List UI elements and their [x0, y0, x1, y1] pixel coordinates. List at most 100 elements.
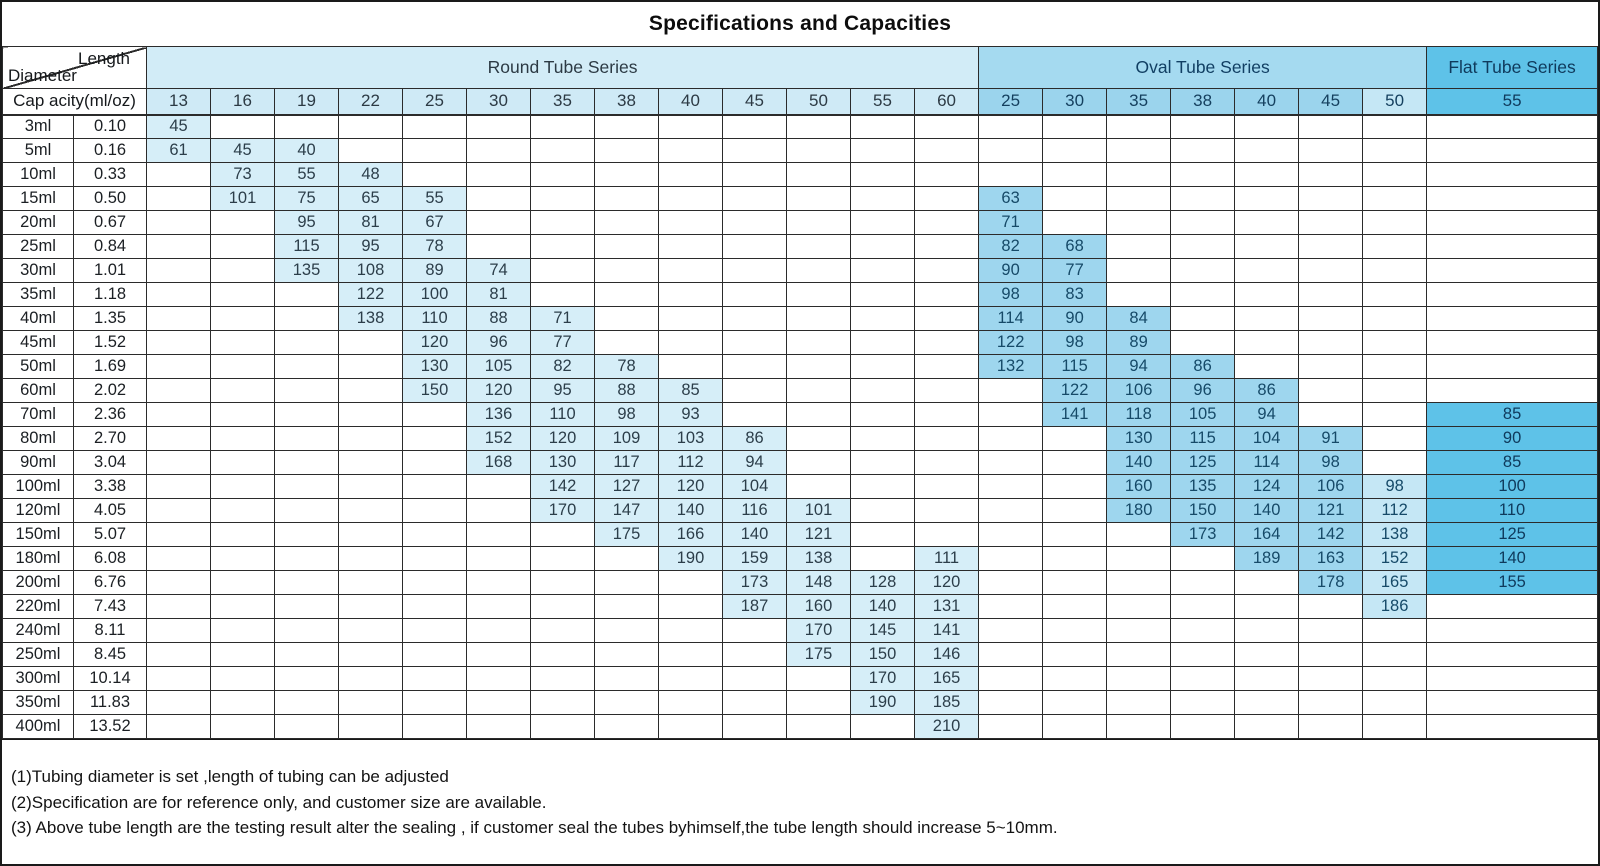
length-cell [146, 426, 211, 451]
length-cell [466, 666, 531, 691]
length-cell [786, 666, 851, 691]
length-cell [466, 546, 531, 571]
length-cell: 118 [1106, 402, 1172, 427]
length-cell [274, 426, 339, 451]
length-cell [466, 162, 531, 187]
length-cell [402, 114, 467, 139]
length-cell [722, 330, 787, 355]
length-cell: 45 [210, 138, 275, 163]
length-cell [530, 594, 595, 619]
length-cell [402, 522, 467, 547]
length-cell [274, 282, 339, 307]
length-cell [146, 714, 211, 739]
length-cell [402, 498, 467, 523]
length-cell [402, 162, 467, 187]
length-cell [1298, 330, 1364, 355]
length-cell [978, 570, 1044, 595]
length-cell [1362, 714, 1428, 739]
length-cell [1042, 594, 1108, 619]
series-header-round: Round Tube Series [145, 46, 980, 89]
length-cell [722, 258, 787, 283]
length-cell [402, 642, 467, 667]
length-cell [1234, 666, 1300, 691]
oz-cell: 0.16 [73, 138, 147, 163]
length-cell [913, 378, 980, 403]
length-cell: 140 [1234, 498, 1300, 523]
length-cell: 125 [1170, 450, 1236, 475]
length-cell: 180 [1106, 498, 1172, 523]
length-cell [146, 570, 211, 595]
corner-header-cell: Length Diameter [2, 46, 147, 89]
length-cell: 164 [1234, 522, 1300, 547]
length-cell: 105 [1170, 402, 1236, 427]
table-row: 250ml 8.45 175 150 146 [2, 642, 1598, 667]
length-cell [1234, 330, 1300, 355]
length-cell [1042, 546, 1108, 571]
length-cell [850, 402, 915, 427]
length-cell [338, 570, 403, 595]
length-cell [402, 618, 467, 643]
length-cell [1042, 474, 1108, 499]
length-cell [850, 258, 915, 283]
length-cell [210, 426, 275, 451]
diameter-header-round-22: 22 [338, 88, 403, 116]
length-cell [274, 690, 339, 715]
length-cell [1298, 594, 1364, 619]
table-row: 70ml 2.36 136 110 98 93 141 118 105 94 85 [2, 402, 1598, 427]
capacity-cell: 25ml [2, 234, 74, 259]
length-cell [466, 498, 531, 523]
length-cell [530, 546, 595, 571]
length-cell [210, 114, 275, 139]
length-cell: 78 [594, 354, 659, 379]
length-cell [722, 186, 787, 211]
length-cell [722, 210, 787, 235]
length-cell [210, 354, 275, 379]
length-cell: 141 [1042, 402, 1108, 427]
length-cell [913, 114, 980, 139]
length-cell [978, 402, 1044, 427]
length-cell [530, 234, 595, 259]
length-cell [978, 594, 1044, 619]
length-cell [850, 234, 915, 259]
length-cell [594, 210, 659, 235]
length-cell: 98 [1042, 330, 1108, 355]
length-cell: 90 [978, 258, 1044, 283]
length-cell: 94 [1106, 354, 1172, 379]
length-cell [466, 642, 531, 667]
length-cell [274, 666, 339, 691]
length-cell [786, 426, 851, 451]
diameter-header-round-30: 30 [466, 88, 531, 116]
length-cell [1170, 690, 1236, 715]
table-row: 350ml 11.83 190 185 [2, 690, 1598, 715]
length-cell [530, 114, 595, 139]
length-cell: 75 [274, 186, 339, 211]
capacity-cell: 120ml [2, 498, 74, 523]
length-cell [978, 666, 1044, 691]
length-cell [146, 642, 211, 667]
length-cell [786, 258, 851, 283]
length-cell [466, 114, 531, 139]
length-cell [1298, 138, 1364, 163]
length-cell [210, 690, 275, 715]
length-cell [658, 618, 723, 643]
length-cell [1042, 714, 1108, 739]
length-cell [978, 498, 1044, 523]
length-cell [1170, 570, 1236, 595]
length-cell: 40 [274, 138, 339, 163]
length-cell: 168 [466, 450, 531, 475]
length-cell: 175 [786, 642, 851, 667]
length-cell [1362, 618, 1428, 643]
length-cell [1426, 618, 1598, 643]
corner-length-label: Length [78, 49, 130, 68]
table-row: 50ml 1.69 130 105 82 78 132 115 94 86 [2, 354, 1598, 379]
length-cell [1426, 354, 1598, 379]
length-cell [1170, 186, 1236, 211]
length-cell [1362, 282, 1428, 307]
length-cell [978, 474, 1044, 499]
diameter-header-row: Cap acity(ml/oz) 13 16 19 22 25 30 35 38 40 45 50 5… [2, 88, 1598, 116]
length-cell: 187 [722, 594, 787, 619]
length-cell [850, 498, 915, 523]
length-cell [1426, 330, 1598, 355]
diameter-header-round-35: 35 [530, 88, 595, 116]
length-cell [1042, 450, 1108, 475]
